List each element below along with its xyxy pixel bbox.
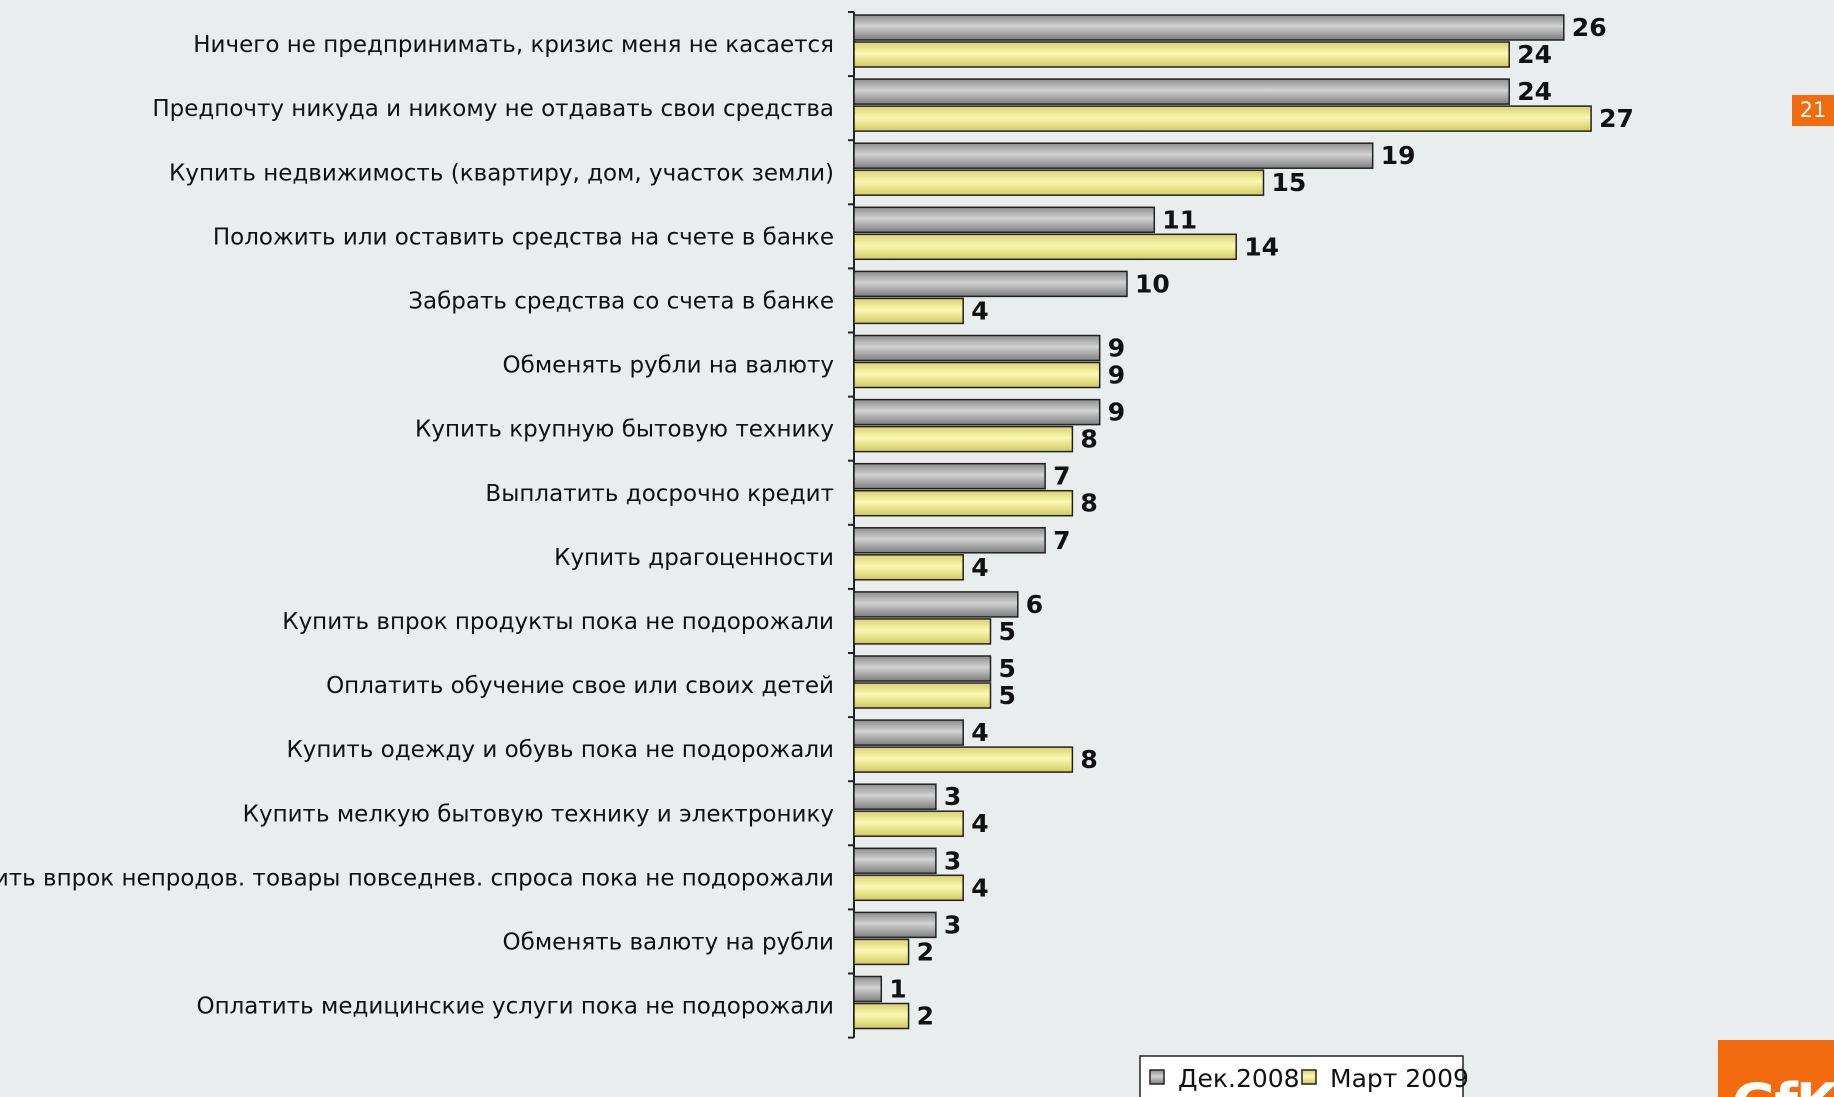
value-label-mar-2009: 24 xyxy=(1517,40,1552,69)
value-label-mar-2009: 2 xyxy=(917,937,934,966)
bar-mar-2009 xyxy=(853,361,1101,389)
bar-dec-2008 xyxy=(853,14,1565,41)
value-label-mar-2009: 5 xyxy=(999,681,1016,710)
bar-dec-2008 xyxy=(853,142,1374,169)
category-label: Купить впрок продукты пока не подорожали xyxy=(282,609,834,635)
value-label-dec-2008: 6 xyxy=(1026,590,1043,619)
bar-mar-2009 xyxy=(853,682,992,709)
value-label-dec-2008: 1 xyxy=(889,975,906,1004)
value-label-mar-2009: 2 xyxy=(917,1002,934,1031)
category-axis xyxy=(848,11,855,1039)
category-labels: Ничего не предпринимать, кризис меня не … xyxy=(0,32,834,1020)
bars xyxy=(853,14,1592,1030)
category-label: Купить недвижимость (квартиру, дом, учас… xyxy=(169,160,834,186)
page-number-badge: 21 xyxy=(1792,95,1834,126)
value-label-dec-2008: 7 xyxy=(1053,462,1070,491)
value-label-mar-2009: 8 xyxy=(1080,745,1097,774)
value-label-dec-2008: 4 xyxy=(971,718,988,747)
bar-mar-2009 xyxy=(853,169,1265,196)
bar-dec-2008 xyxy=(853,206,1156,234)
bar-mar-2009 xyxy=(853,874,964,902)
value-label-mar-2009: 5 xyxy=(999,617,1016,646)
value-label-mar-2009: 4 xyxy=(971,809,988,838)
value-label-mar-2009: 14 xyxy=(1244,232,1279,261)
bar-dec-2008 xyxy=(853,78,1510,105)
category-label: Забрать средства со счета в банке xyxy=(408,288,834,314)
legend-swatch-mar xyxy=(1301,1069,1317,1085)
bar-dec-2008 xyxy=(853,398,1101,426)
bar-mar-2009 xyxy=(853,1002,910,1030)
value-label-dec-2008: 24 xyxy=(1517,77,1552,106)
bar-mar-2009 xyxy=(853,297,964,325)
bar-mar-2009 xyxy=(853,618,992,645)
bar-dec-2008 xyxy=(853,655,992,682)
value-label-dec-2008: 3 xyxy=(944,846,961,875)
category-label: Купить драгоценности xyxy=(554,545,834,571)
bar-mar-2009 xyxy=(853,489,1074,517)
bar-dec-2008 xyxy=(853,783,937,810)
bar-dec-2008 xyxy=(853,462,1046,490)
value-label-mar-2009: 27 xyxy=(1599,104,1634,133)
bar-mar-2009 xyxy=(853,554,964,581)
bar-mar-2009 xyxy=(853,105,1592,132)
legend-label-dec: Дек.2008 xyxy=(1178,1064,1300,1093)
bar-mar-2009 xyxy=(853,810,964,837)
category-label: Оплатить медицинские услуги пока не подо… xyxy=(196,994,834,1020)
category-label: Предпочту никуда и никому не отдавать св… xyxy=(152,96,834,122)
value-label-mar-2009: 8 xyxy=(1080,425,1097,454)
value-labels: 2624242719151114104999878746555483434321… xyxy=(889,13,1634,1031)
category-label: Обменять рубли на валюту xyxy=(503,353,834,379)
value-label-dec-2008: 19 xyxy=(1381,141,1416,170)
category-label: Положить или оставить средства на счете … xyxy=(213,224,834,250)
bar-mar-2009 xyxy=(853,41,1510,68)
bar-mar-2009 xyxy=(853,425,1074,453)
bar-mar-2009 xyxy=(853,746,1074,773)
value-label-dec-2008: 10 xyxy=(1135,269,1170,298)
value-label-mar-2009: 4 xyxy=(971,553,988,582)
value-label-dec-2008: 9 xyxy=(1108,334,1125,363)
legend: Дек.2008 Март 2009 xyxy=(1139,1055,1469,1097)
bar-dec-2008 xyxy=(853,334,1101,362)
value-label-dec-2008: 26 xyxy=(1572,13,1607,42)
value-label-mar-2009: 8 xyxy=(1080,489,1097,518)
logo-text: GfK xyxy=(1732,1072,1834,1097)
category-label: Обменять валюту на рубли xyxy=(503,929,834,955)
legend-swatch-dec xyxy=(1149,1069,1165,1085)
category-label: Купить крупную бытовую технику xyxy=(415,417,834,443)
value-label-dec-2008: 11 xyxy=(1162,205,1197,234)
value-label-mar-2009: 9 xyxy=(1108,361,1125,390)
bar-mar-2009 xyxy=(853,938,910,966)
gfk-logo: GfK xyxy=(1718,1040,1834,1097)
value-label-mar-2009: 4 xyxy=(971,873,988,902)
value-label-dec-2008: 7 xyxy=(1053,526,1070,555)
value-label-dec-2008: 3 xyxy=(944,910,961,939)
value-label-dec-2008: 5 xyxy=(999,654,1016,683)
bar-dec-2008 xyxy=(853,591,1019,618)
value-label-mar-2009: 4 xyxy=(971,296,988,325)
bar-mar-2009 xyxy=(853,233,1237,261)
bar-dec-2008 xyxy=(853,975,883,1003)
value-label-dec-2008: 9 xyxy=(1108,398,1125,427)
bar-dec-2008 xyxy=(853,847,937,875)
bar-dec-2008 xyxy=(853,911,937,939)
legend-label-mar: Март 2009 xyxy=(1330,1064,1469,1093)
category-label: Ничего не предпринимать, кризис меня не … xyxy=(193,32,834,58)
bar-dec-2008 xyxy=(853,719,964,746)
category-label: Купить впрок непродов. товары повседнев.… xyxy=(0,865,834,891)
value-label-mar-2009: 15 xyxy=(1272,168,1307,197)
category-label: Выплатить досрочно кредит xyxy=(485,481,834,507)
category-label: Купить мелкую бытовую технику и электрон… xyxy=(243,801,834,827)
bar-dec-2008 xyxy=(853,527,1046,554)
category-label: Оплатить обучение свое или своих детей xyxy=(326,673,834,699)
category-label: Купить одежду и обувь пока не подорожали xyxy=(286,737,834,763)
value-label-dec-2008: 3 xyxy=(944,782,961,811)
bar-dec-2008 xyxy=(853,270,1128,298)
